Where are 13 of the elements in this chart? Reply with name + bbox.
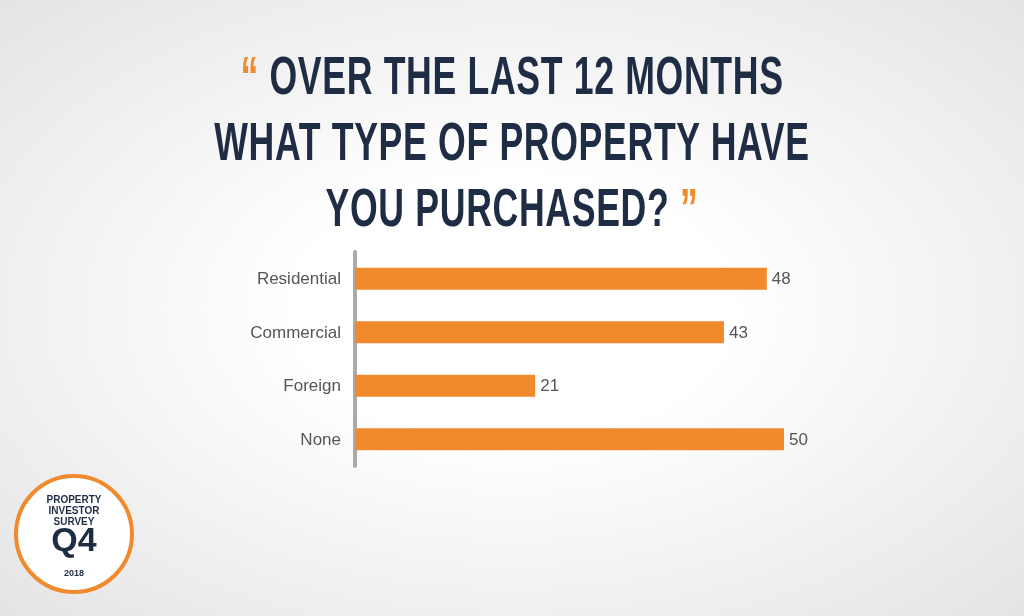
data-label: 21	[540, 376, 560, 396]
bar	[355, 374, 536, 397]
y-tick-label: None	[300, 429, 341, 449]
y-tick-label: Residential	[256, 269, 341, 289]
data-label: 48	[771, 269, 791, 289]
data-label: 50	[789, 429, 808, 449]
chart-title: “ OVER THE LAST 12 MONTHS WHAT TYPE OF PROPERTY HAVE YOU PURCHASED? ”	[214, 45, 810, 237]
data-label: 43	[728, 322, 748, 342]
bar	[355, 321, 724, 344]
y-tick-label: Commercial	[250, 322, 341, 342]
y-tick-label: Foreign	[283, 376, 341, 396]
bar	[355, 428, 784, 451]
bar	[355, 267, 767, 290]
